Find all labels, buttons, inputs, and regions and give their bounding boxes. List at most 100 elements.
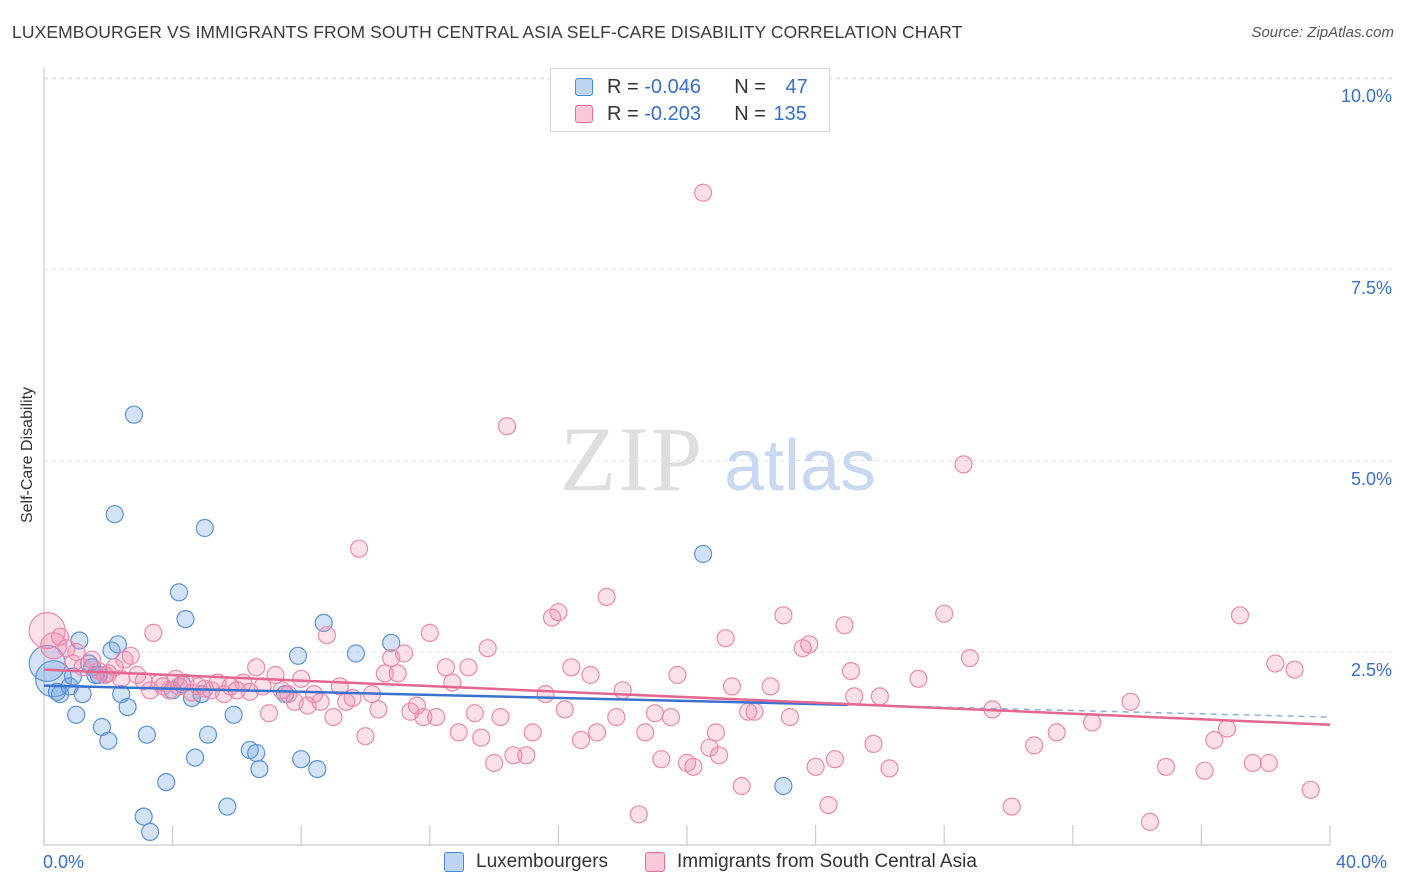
- luxembourger-point: [134, 807, 153, 826]
- immigrant-point: [144, 623, 163, 643]
- immigrant-point: [536, 684, 555, 704]
- luxembourger-point: [693, 544, 713, 564]
- immigrant-point: [504, 746, 523, 765]
- correlation-legend: R = -0.046 N = 47 R = -0.203 N = 135: [550, 68, 830, 132]
- immigrant-point: [311, 692, 330, 711]
- immigrant-point: [1002, 797, 1021, 816]
- immigrant-point: [800, 635, 819, 654]
- immigrant-point: [1140, 812, 1160, 832]
- series-legend-immigrants[interactable]: Immigrants from South Central Asia: [645, 851, 977, 873]
- immigrant-point: [645, 704, 665, 723]
- immigrant-point: [661, 707, 681, 727]
- immigrant-trend-line: [43, 668, 1331, 726]
- luxembourger-point: [176, 609, 195, 629]
- immigrant-point: [581, 665, 600, 685]
- watermark: ZIP atlas: [560, 408, 876, 510]
- immigrant-point: [1243, 753, 1262, 773]
- immigrant-point: [1301, 780, 1320, 799]
- immigrant-point: [1217, 719, 1237, 738]
- luxembourger-point: [118, 697, 137, 717]
- immigrant-point: [825, 750, 845, 769]
- immigrant-point: [629, 805, 648, 824]
- immigrant-point: [709, 746, 729, 765]
- immigrant-point: [607, 707, 626, 727]
- legend-swatch-blue: [575, 78, 593, 96]
- immigrant-point: [909, 669, 928, 688]
- series-label: Immigrants from South Central Asia: [677, 851, 977, 872]
- axes: [43, 68, 1331, 846]
- immigrant-point: [841, 661, 861, 681]
- immigrant-point: [478, 639, 497, 658]
- immigrant-point: [780, 707, 800, 727]
- immigrant-point: [864, 734, 883, 754]
- immigrant-point: [716, 629, 735, 648]
- immigrant-point: [57, 639, 76, 658]
- legend-r-label: R =: [607, 102, 645, 125]
- luxembourger-point: [124, 405, 144, 424]
- luxembourger-trend-line: [43, 684, 848, 707]
- immigrant-point: [420, 623, 439, 643]
- chart-title: LUXEMBOURGER VS IMMIGRANTS FROM SOUTH CE…: [12, 22, 963, 42]
- immigrant-point: [369, 700, 388, 719]
- luxembourger-point: [67, 705, 86, 724]
- immigrant-point: [134, 671, 153, 691]
- trend-lines: [43, 668, 1331, 726]
- luxembourger-point: [195, 518, 214, 538]
- immigrant-point: [356, 727, 375, 746]
- watermark-zip: ZIP: [560, 408, 704, 510]
- luxembourger-point: [774, 776, 793, 796]
- immigrant-point: [436, 658, 455, 677]
- series-legend-luxembourgers[interactable]: Luxembourgers: [444, 851, 608, 873]
- immigrant-point: [50, 627, 70, 646]
- legend-r-value: -0.046: [644, 75, 701, 98]
- legend-r-value: -0.203: [644, 102, 701, 125]
- luxembourger-point: [169, 583, 189, 602]
- immigrant-point: [700, 738, 719, 757]
- y-tick-label: 5.0%: [1350, 469, 1392, 489]
- immigrant-point: [485, 753, 504, 773]
- immigrant-point: [497, 417, 517, 436]
- immigrant-point: [1156, 757, 1176, 776]
- immigrant-point: [636, 723, 655, 742]
- series-swatch-pink: [645, 852, 665, 872]
- legend-r-label: R =: [607, 75, 645, 98]
- x-tick-label-right: 40.0%: [1336, 852, 1388, 872]
- immigrant-point: [1205, 730, 1224, 750]
- immigrant-point: [317, 626, 336, 645]
- immigrant-point: [427, 707, 446, 727]
- immigrant-point: [870, 687, 890, 706]
- legend-row-immigrants: R = -0.203 N = 135: [575, 102, 807, 126]
- immigrant-point: [472, 728, 491, 747]
- watermark-atlas: atlas: [724, 426, 876, 506]
- immigrant-point: [935, 604, 954, 623]
- gridlines: [44, 77, 1394, 653]
- series-label: Luxembourgers: [476, 851, 609, 872]
- luxembourger-point: [224, 705, 243, 724]
- luxembourger-point: [288, 646, 308, 665]
- immigrant-point: [465, 704, 484, 723]
- immigrant-point: [459, 658, 478, 677]
- luxembourger-point: [157, 772, 176, 792]
- immigrant-point: [549, 603, 568, 622]
- immigrant-point: [880, 759, 899, 778]
- luxembourger-point: [108, 635, 128, 654]
- y-tick-label: 10.0%: [1340, 86, 1392, 106]
- immigrant-point: [571, 730, 591, 750]
- immigrant-point: [1195, 761, 1214, 780]
- immigrant-point: [555, 700, 574, 719]
- luxembourger-point: [308, 759, 327, 779]
- source-label: Source: ZipAtlas.com: [1251, 24, 1394, 41]
- immigrant-point: [292, 669, 311, 688]
- immigrant-point: [350, 539, 369, 558]
- series-swatch-blue: [444, 852, 464, 872]
- immigrant-point: [121, 646, 140, 665]
- immigrant-point: [761, 677, 780, 696]
- luxembourger-point: [105, 505, 124, 524]
- luxembourger-point: [198, 725, 218, 744]
- immigrant-point: [562, 658, 581, 677]
- immigrant-point: [517, 746, 536, 765]
- immigrant-point: [1266, 654, 1285, 673]
- immigrant-point: [684, 757, 703, 776]
- luxembourger-point: [250, 759, 269, 779]
